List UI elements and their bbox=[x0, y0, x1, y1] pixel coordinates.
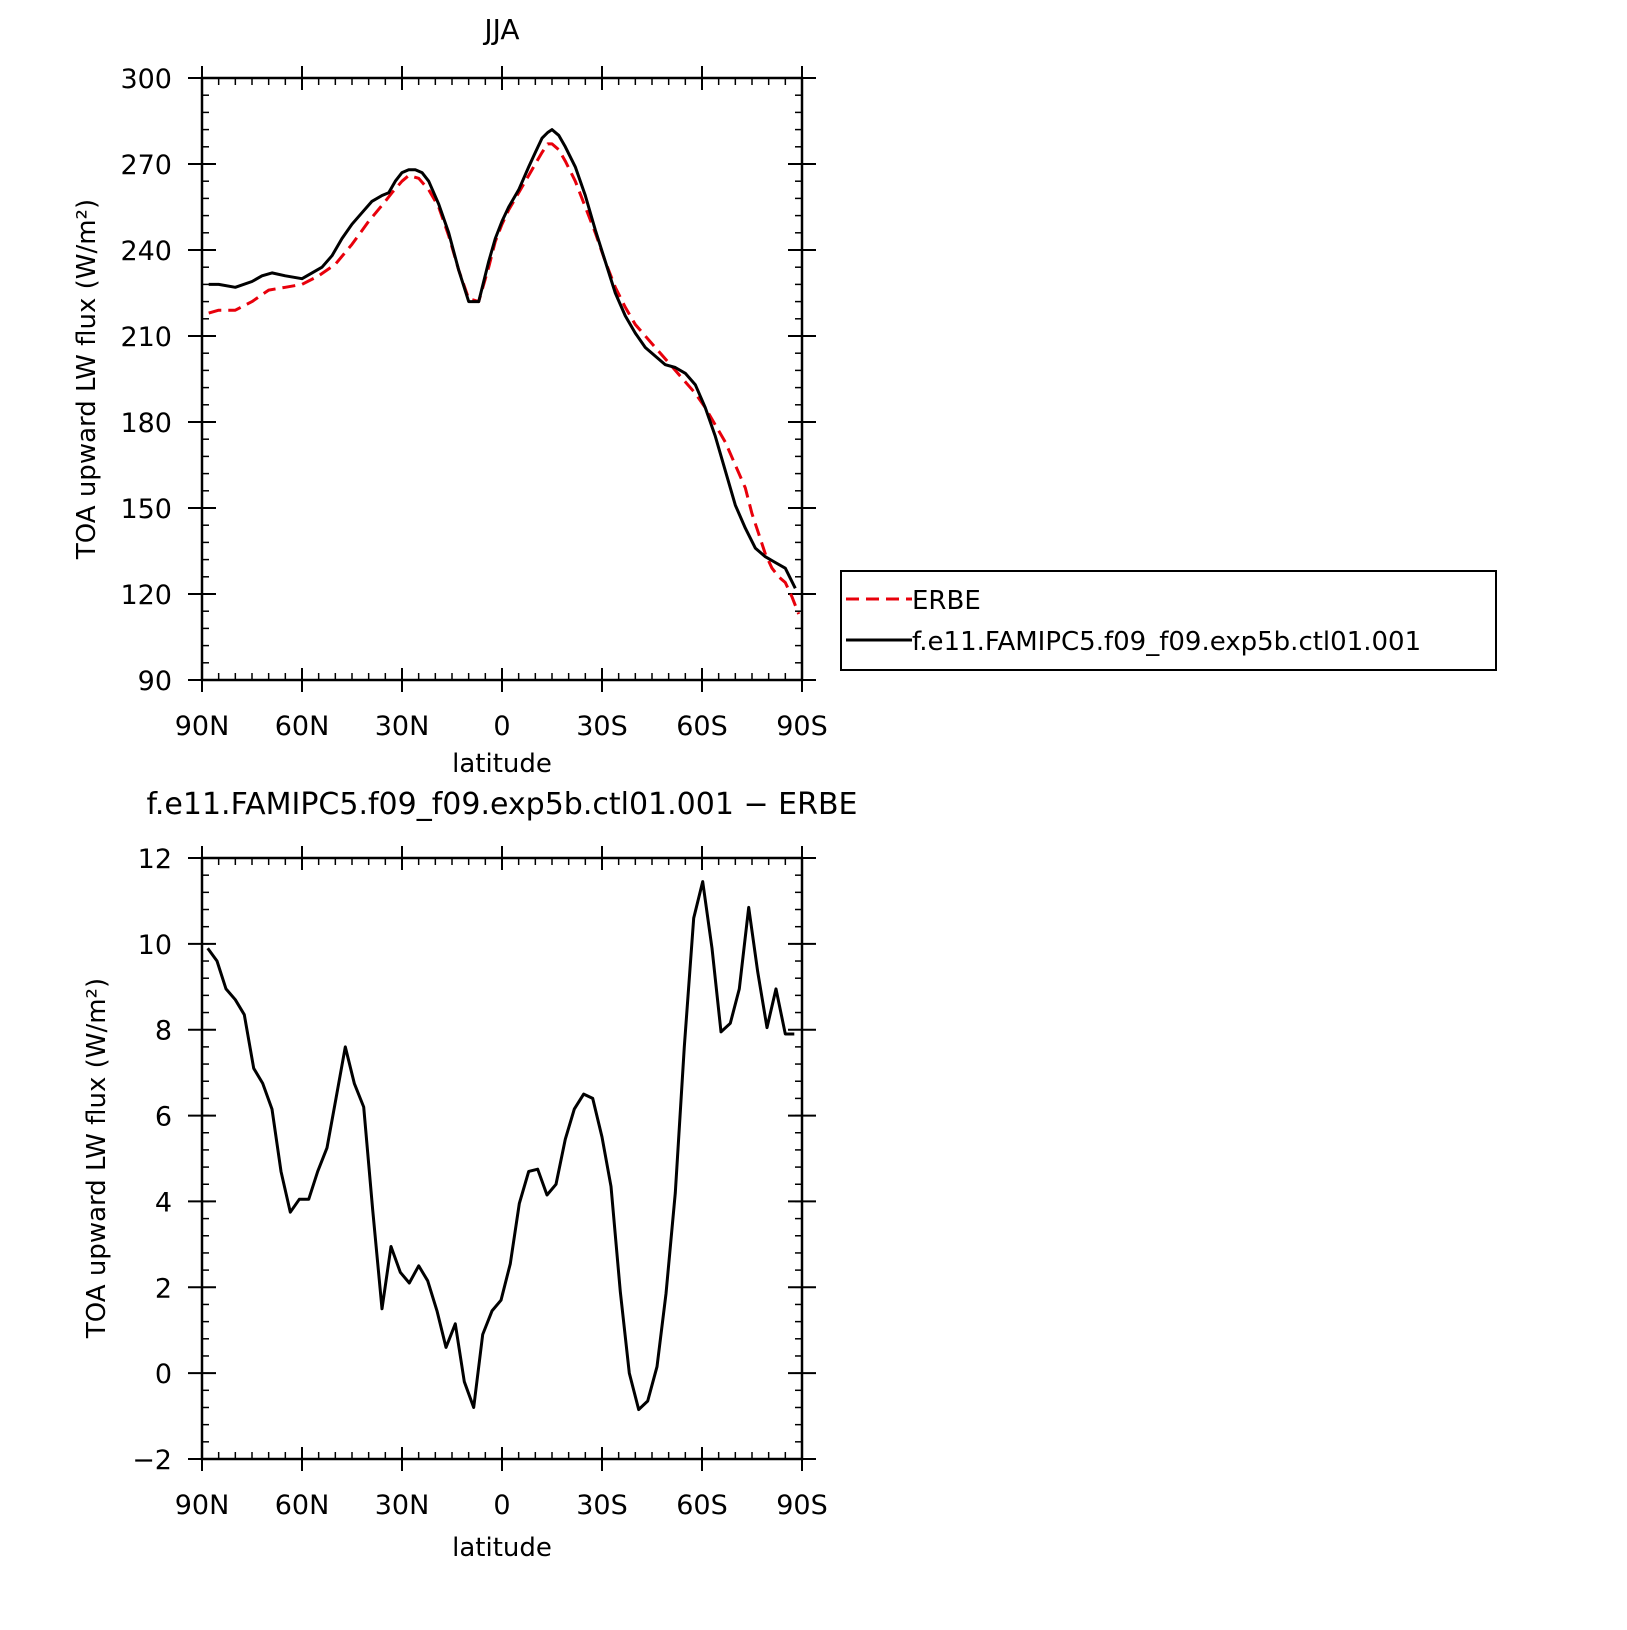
y-tick-label: 12 bbox=[138, 844, 172, 875]
top-chart: JJA latitude TOA upward LW flux (W/m²) 9… bbox=[72, 13, 1497, 779]
plot-frame bbox=[200, 76, 804, 682]
x-axis-label: latitude bbox=[452, 1533, 552, 1563]
y-tick-label: 120 bbox=[120, 580, 172, 611]
axes-frame: 90N 60N 30N 0 30S 60S 90S −2 0 2 4 6 8 10 12 bbox=[132, 844, 828, 1521]
series-line-erbe bbox=[208, 142, 801, 615]
x-tick-label: 90S bbox=[776, 711, 828, 742]
y-tick-label: 180 bbox=[120, 408, 172, 439]
axes-frame: 90N 60N 30N 0 30S 60S 90S 90 120 150 180 210 240 270 3… bbox=[120, 64, 827, 742]
legend-label-erbe: ERBE bbox=[912, 586, 981, 616]
y-tick-label: −2 bbox=[132, 1445, 172, 1476]
y-tick-label: 270 bbox=[120, 150, 172, 181]
x-tick-label: 30N bbox=[375, 711, 430, 742]
y-tick-label: 10 bbox=[138, 930, 172, 961]
y-tick-label: 8 bbox=[155, 1016, 172, 1047]
x-tick-label: 60S bbox=[676, 1490, 728, 1521]
legend: ERBE f.e11.FAMIPC5.f09_f09.exp5b.ctl01.0… bbox=[840, 570, 1497, 671]
x-tick-label: 90S bbox=[776, 1490, 828, 1521]
series-line-f-e11-famipc5-f09-f09-exp5b-ctl01-001 bbox=[208, 128, 797, 589]
chart-title: f.e11.FAMIPC5.f09_f09.exp5b.ctl01.001 − … bbox=[146, 787, 857, 822]
bottom-chart: f.e11.FAMIPC5.f09_f09.exp5b.ctl01.001 − … bbox=[82, 787, 858, 1563]
y-tick-label: 300 bbox=[120, 64, 172, 95]
series-line-difference bbox=[206, 880, 795, 1412]
x-tick-label: 90N bbox=[175, 1490, 230, 1521]
x-tick-label: 60N bbox=[275, 1490, 330, 1521]
y-tick-label: 210 bbox=[120, 322, 172, 353]
x-tick-label: 60N bbox=[275, 711, 330, 742]
x-tick-label: 0 bbox=[493, 711, 510, 742]
plot-frame bbox=[200, 856, 804, 1461]
y-tick-label: 4 bbox=[155, 1187, 172, 1218]
y-tick-label: 2 bbox=[155, 1273, 172, 1304]
x-tick-label: 30N bbox=[375, 1490, 430, 1521]
y-tick-label: 90 bbox=[138, 666, 172, 697]
legend-label-model: f.e11.FAMIPC5.f09_f09.exp5b.ctl01.001 bbox=[912, 627, 1421, 657]
y-tick-label: 0 bbox=[155, 1359, 172, 1390]
x-tick-label: 30S bbox=[576, 711, 628, 742]
y-tick-label: 6 bbox=[155, 1102, 172, 1133]
y-axis-label: TOA upward LW flux (W/m²) bbox=[82, 978, 112, 1339]
x-tick-label: 60S bbox=[676, 711, 728, 742]
x-tick-label: 30S bbox=[576, 1490, 628, 1521]
x-tick-label: 0 bbox=[493, 1490, 510, 1521]
y-tick-label: 240 bbox=[120, 236, 172, 267]
y-tick-label: 150 bbox=[120, 494, 172, 525]
y-axis-label: TOA upward LW flux (W/m²) bbox=[72, 199, 102, 560]
series-lines bbox=[208, 128, 801, 615]
x-axis-label: latitude bbox=[452, 749, 552, 779]
legend-box bbox=[840, 570, 1497, 671]
x-tick-label: 90N bbox=[175, 711, 230, 742]
chart-title: JJA bbox=[482, 13, 519, 46]
series-lines bbox=[206, 880, 795, 1412]
